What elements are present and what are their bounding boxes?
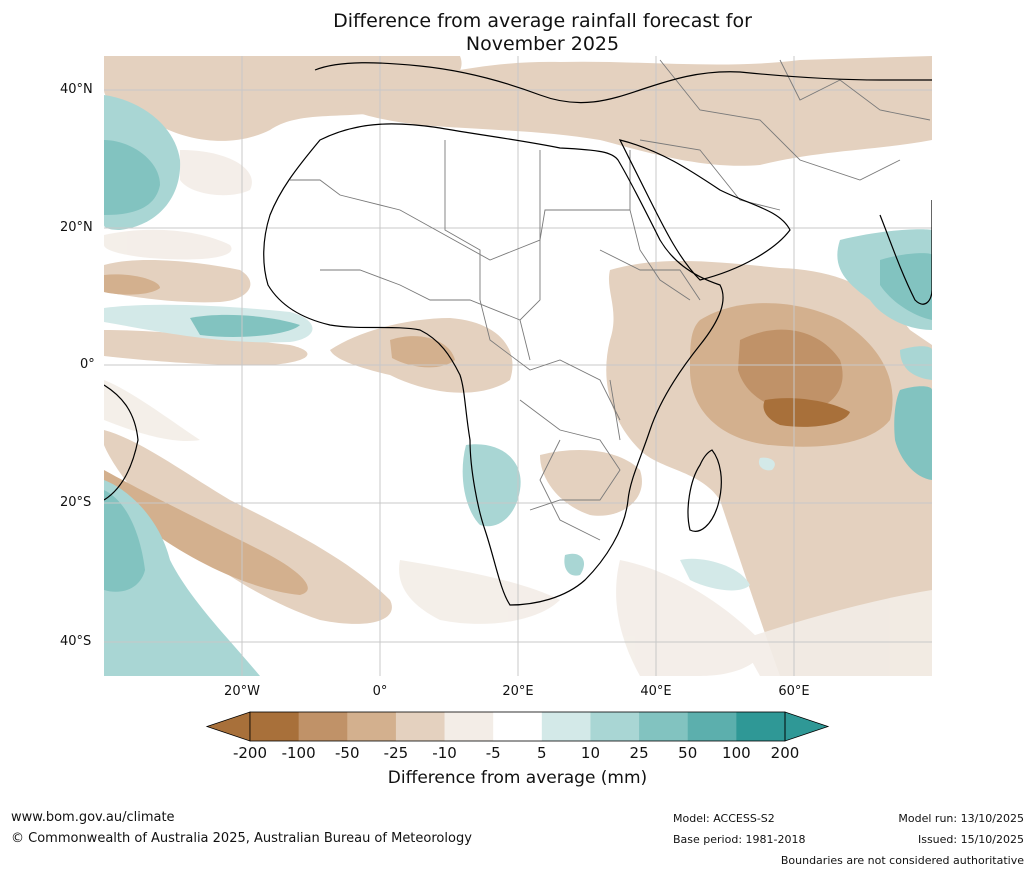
india-coast <box>879 200 932 305</box>
colorbar-low-extend <box>205 711 251 742</box>
colorbar-tick-label: 200 <box>770 744 800 762</box>
arabia-coast <box>618 139 791 281</box>
footer-base-period: Base period: 1981-2018 <box>673 833 806 846</box>
lat-label-20n: 20°N <box>60 220 93 235</box>
colorbar-bin <box>736 712 786 741</box>
lon-label-20w: 20°W <box>224 684 260 699</box>
colorbar-tick-label: 50 <box>678 744 698 762</box>
lat-label-0: 0° <box>80 357 95 372</box>
colorbar-outline <box>249 711 786 742</box>
africa-coast <box>263 123 724 606</box>
colorbar-bin <box>444 712 494 741</box>
lat-label-20s: 20°S <box>60 495 92 510</box>
colorbar-bin <box>298 712 348 741</box>
footer-url[interactable]: www.bom.gov.au/climate <box>11 810 175 825</box>
footer-copyright: © Commonwealth of Australia 2025, Austra… <box>11 831 472 846</box>
lon-label-40e: 40°E <box>640 684 672 699</box>
map-plot-area <box>104 56 932 676</box>
colorbar-tick-label: -200 <box>232 744 268 762</box>
lon-label-0: 0° <box>372 684 388 699</box>
dry-anomaly-strong <box>738 329 850 427</box>
colorbar-tick-label: 25 <box>629 744 649 762</box>
colorbar-bin <box>347 712 397 741</box>
footer-model: Model: ACCESS-S2 <box>673 812 775 825</box>
country-borders <box>290 59 931 541</box>
colorbar-bin <box>250 712 300 741</box>
colorbar-bin <box>687 712 737 741</box>
footer-disclaimer: Boundaries are not considered authoritat… <box>780 854 1024 867</box>
colorbar-bin <box>639 712 689 741</box>
colorbar-tick-label: -100 <box>281 744 316 762</box>
colorbar-tick-label: -50 <box>335 744 360 762</box>
lon-label-60e: 60°E <box>778 684 810 699</box>
colorbar-tick-label: -10 <box>432 744 457 762</box>
map-title: Difference from average rainfall forecas… <box>0 10 1035 56</box>
colorbar-tick-label: 100 <box>722 744 751 762</box>
colorbar-tick-label: 10 <box>580 744 600 762</box>
colorbar-tick-label: -25 <box>383 744 409 762</box>
colorbar-bins <box>250 712 786 741</box>
wet-anomaly <box>104 95 932 676</box>
colorbar-bin <box>493 712 543 741</box>
footer-model-run: Model run: 13/10/2025 <box>898 812 1024 825</box>
lat-label-40s: 40°S <box>60 634 92 649</box>
colorbar-tick-label: -5 <box>485 744 501 762</box>
graticule <box>104 56 932 676</box>
colorbar-tick-label: 5 <box>537 744 547 762</box>
colorbar-bin <box>541 712 591 741</box>
dry-anomaly-halo <box>104 150 932 676</box>
colorbar-bin <box>590 712 640 741</box>
south-america-coast <box>104 384 139 501</box>
title-line-2: November 2025 <box>465 33 620 55</box>
colorbar-bin <box>395 712 446 741</box>
title-line-1: Difference from average rainfall forecas… <box>333 10 752 32</box>
coastlines <box>104 62 932 606</box>
colorbar-high-extend <box>784 711 830 742</box>
madagascar-coast <box>687 449 722 532</box>
colorbar-title: Difference from average (mm) <box>387 768 648 788</box>
europe-coast <box>314 62 932 104</box>
footer-issued: Issued: 15/10/2025 <box>917 833 1024 846</box>
lat-label-40n: 40°N <box>60 82 93 97</box>
colorbar <box>205 711 830 742</box>
lon-label-20e: 20°E <box>502 684 534 699</box>
